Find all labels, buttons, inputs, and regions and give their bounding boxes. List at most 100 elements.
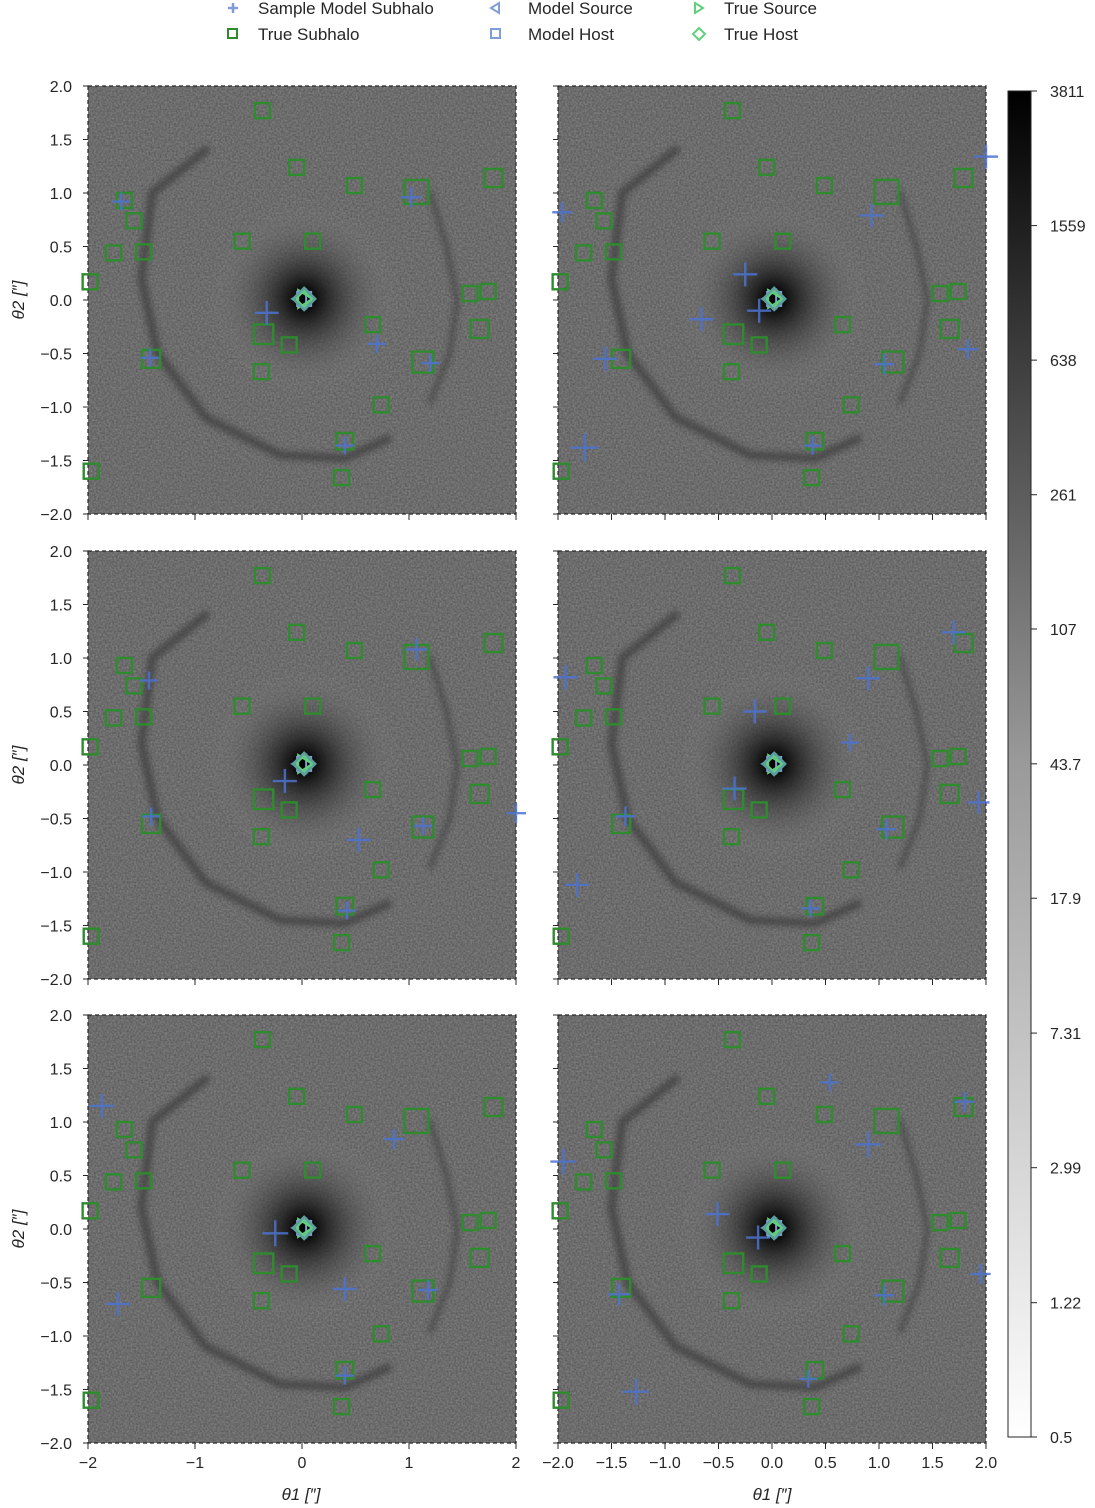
true-subhalo-marker	[252, 362, 271, 381]
colorbar-gradient	[1007, 90, 1032, 1438]
model-subhalo-marker	[705, 1202, 730, 1227]
true-subhalo-marker	[750, 336, 768, 354]
true-subhalo-marker	[722, 323, 745, 346]
true-subhalo-marker	[252, 1252, 275, 1275]
model-subhalo-marker	[570, 433, 599, 462]
y-tick-label: 0.0	[50, 1222, 72, 1239]
true-subhalo-marker	[332, 933, 351, 952]
true-subhalo-marker	[81, 1202, 99, 1220]
y-tick-label: −1.0	[40, 1329, 72, 1346]
true-subhalo-marker	[252, 788, 275, 811]
true-subhalo-marker	[931, 1213, 949, 1232]
true-subhalo-marker	[931, 284, 949, 303]
model-subhalo-marker	[262, 1220, 289, 1247]
lensed-arc	[136, 610, 461, 928]
legend-label: Model Source	[528, 0, 633, 18]
colorbar-tick-label: 2.99	[1050, 1161, 1081, 1178]
y-tick-label: 2.0	[50, 79, 72, 96]
model-subhalo-marker	[967, 791, 990, 814]
y-tick-label: −1.5	[40, 919, 72, 936]
y-axis-label: θ2 [″]	[9, 1208, 28, 1248]
panel-grid: −2.0−1.5−1.0−0.50.00.51.01.52.0θ2 [″]−2.…	[9, 79, 998, 1472]
y-tick-label: 0.5	[50, 1169, 72, 1186]
true-subhalo-marker	[595, 1141, 613, 1159]
true-subhalo-marker	[552, 462, 570, 480]
y-tick-label: −0.5	[40, 812, 72, 829]
model-subhalo-marker	[974, 144, 998, 169]
true-subhalo-marker	[585, 1120, 604, 1139]
x-tick-label: 1.0	[868, 1455, 890, 1472]
y-tick-label: 1.0	[50, 651, 72, 668]
model-subhalo-marker	[553, 665, 578, 690]
true-subhalo-marker	[703, 232, 721, 250]
x-tick-label: −2	[79, 1455, 97, 1472]
y-tick-label: −1.0	[40, 400, 72, 417]
host-galaxy-glow	[679, 1132, 870, 1323]
x-tick-label: −2.0	[542, 1455, 574, 1472]
model-subhalo-marker	[413, 816, 432, 835]
y-axis-label: θ2 [″]	[9, 279, 28, 319]
colorbar-tick-label: 17.9	[1050, 891, 1081, 908]
true-subhalo-marker	[873, 1107, 900, 1135]
true-host-marker-inner	[295, 289, 314, 309]
host-galaxy-glow	[679, 203, 870, 394]
y-tick-label: 1.0	[50, 1115, 72, 1132]
true-subhalo-marker	[287, 158, 306, 177]
true-subhalo-marker	[461, 1213, 479, 1232]
model-subhalo-marker	[337, 901, 356, 920]
lensed-image	[558, 86, 986, 514]
true-subhalo-marker	[774, 697, 792, 715]
true-subhalo-marker	[949, 282, 967, 301]
true-subhalo-marker	[931, 749, 949, 768]
true-subhalo-marker	[722, 827, 741, 846]
true-host-marker	[761, 286, 787, 312]
model-subhalo-marker	[418, 1279, 439, 1300]
model-subhalo-marker	[803, 436, 822, 455]
colorbar-tick-label: 3811	[1050, 84, 1085, 101]
true-subhalo-marker	[881, 815, 905, 839]
true-subhalo-marker	[115, 1120, 134, 1139]
true-subhalo-marker	[833, 315, 852, 334]
true-subhalo-marker	[552, 927, 570, 945]
true-subhalo-marker	[595, 212, 613, 230]
true-subhalo-marker	[574, 709, 593, 727]
true-subhalo-marker	[479, 1211, 497, 1230]
true-subhalo-marker	[461, 749, 479, 768]
model-subhalo-marker	[254, 300, 279, 325]
model-subhalo-marker	[346, 827, 371, 852]
true-host-marker-inner	[765, 1218, 784, 1238]
true-subhalo-marker	[949, 747, 967, 766]
x-tick-label: −1	[186, 1455, 204, 1472]
true-subhalo-marker	[253, 101, 272, 120]
x-tick-label: −1.5	[596, 1455, 628, 1472]
model-subhalo-marker	[615, 806, 636, 827]
true-subhalo-marker	[722, 1291, 741, 1310]
true-subhalo-marker	[372, 861, 390, 879]
true-subhalo-marker	[82, 1391, 100, 1409]
true-subhalo-marker	[757, 1087, 776, 1106]
true-subhalo-marker	[774, 1161, 792, 1179]
true-subhalo-marker	[604, 243, 623, 261]
legend: Sample Model Subhalo Model Source True S…	[227, 0, 817, 44]
true-subhalo-marker	[723, 101, 742, 120]
model-subhalo-marker	[876, 819, 897, 840]
model-subhalo-marker	[957, 339, 978, 360]
true-subhalo-marker	[81, 273, 99, 291]
true-subhalo-marker	[774, 232, 792, 250]
true-subhalo-marker	[723, 566, 742, 585]
y-tick-label: −2.0	[40, 972, 72, 989]
lensed-image	[558, 551, 986, 979]
true-subhalo-marker	[610, 813, 632, 835]
true-subhalo-marker	[125, 212, 143, 230]
true-subhalo-marker	[82, 462, 100, 480]
true-subhalo-marker	[805, 896, 825, 916]
model-subhalo-marker	[874, 354, 895, 375]
x-tick-label: 0	[298, 1455, 307, 1472]
true-subhalo-marker	[949, 1211, 967, 1230]
true-subhalo-marker	[873, 643, 900, 671]
host-galaxy-glow	[209, 1132, 400, 1323]
y-tick-label: 0.0	[50, 758, 72, 775]
model-subhalo-marker	[112, 192, 131, 211]
true-subhalo-marker	[552, 1391, 570, 1409]
host-galaxy-glow	[209, 203, 400, 394]
